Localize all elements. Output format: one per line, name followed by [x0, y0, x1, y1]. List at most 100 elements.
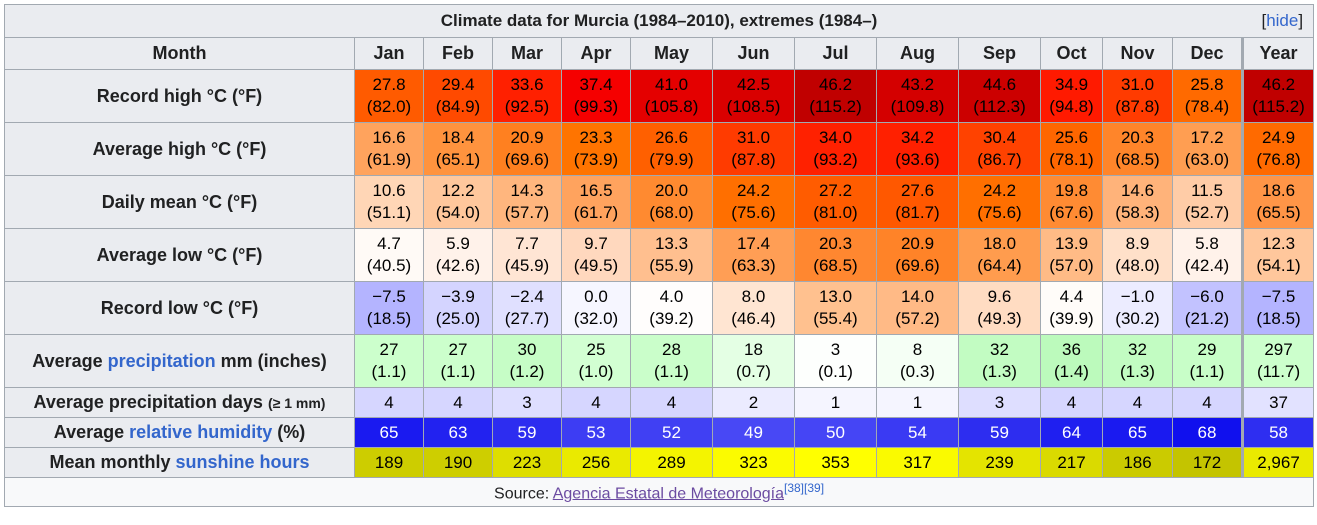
- cell-secondary-value: (18.5): [1256, 309, 1301, 328]
- cell-record-high-dec: 25.8 (78.4): [1172, 69, 1243, 123]
- year-header: Year: [1240, 37, 1315, 70]
- cell-value: 20.0: [654, 181, 689, 200]
- cell-secondary-value: (39.9): [1049, 309, 1094, 328]
- row-label-text: Record low °C (°F): [100, 297, 259, 318]
- cell-value: 189: [374, 452, 404, 472]
- cell-record-high-jun: 42.5 (108.5): [712, 69, 795, 123]
- cell-average-high-may: 26.6 (79.9): [630, 122, 713, 176]
- cell-value: 1: [912, 392, 923, 412]
- cell-record-low-sep: 9.6 (49.3): [958, 281, 1041, 335]
- row-label-precipitation-days: Average precipitation days (≥ 1 mm): [4, 387, 355, 418]
- cell-secondary-value: (82.0): [366, 97, 412, 116]
- cell-value: 18.4: [441, 128, 475, 147]
- cell-average-low-dec: 5.8 (42.4): [1172, 228, 1243, 282]
- cell-secondary-value: (58.3): [1115, 203, 1160, 222]
- cell-precipitation-days-jun: 2: [712, 387, 795, 418]
- cell-record-low-apr: 0.0 (32.0): [561, 281, 631, 335]
- cell-value: 46.2: [1261, 75, 1296, 94]
- cell-secondary-value: (67.6): [1049, 203, 1094, 222]
- cell-value: 4: [666, 392, 677, 412]
- cell-secondary-value: (73.9): [573, 150, 619, 169]
- cell-value: −3.9: [441, 287, 475, 306]
- cell-record-high-nov: 31.0 (87.8): [1102, 69, 1173, 123]
- cell-value: 54: [908, 422, 927, 442]
- cell-secondary-value: (55.9): [649, 256, 694, 275]
- cell-value: 12.2: [441, 181, 475, 200]
- cell-average-low-jan: 4.7 (40.5): [354, 228, 424, 282]
- cell-sunshine-hours-jun: 323: [712, 447, 795, 478]
- cell-daily-mean-jul: 27.2 (81.0): [794, 175, 877, 229]
- row-label-relative-humidity: Average relative humidity (%): [4, 417, 355, 448]
- row-label-link[interactable]: relative humidity: [129, 422, 273, 442]
- cell-relative-humidity-aug: 54: [876, 417, 959, 448]
- cell-record-high-year: 46.2 (115.2): [1240, 69, 1315, 123]
- cell-average-high-mar: 20.9 (69.6): [492, 122, 562, 176]
- cell-sunshine-hours-aug: 317: [876, 447, 959, 478]
- cell-value: 9.6: [987, 287, 1012, 306]
- table-row-precipitation-days: Average precipitation days (≥ 1 mm) 4 4 3 4 4…: [4, 387, 1315, 418]
- cell-precipitation-may: 28 (1.1): [630, 334, 713, 388]
- cell-secondary-value: (1.0): [578, 362, 614, 381]
- source-references[interactable]: [38][39]: [784, 480, 825, 495]
- cell-secondary-value: (42.4): [1184, 256, 1230, 275]
- cell-secondary-value: (69.6): [504, 150, 550, 169]
- source-link[interactable]: Agencia Estatal de Meteorología: [552, 485, 784, 503]
- cell-average-low-mar: 7.7 (45.9): [492, 228, 562, 282]
- cell-value: 18: [744, 340, 763, 359]
- cell-precipitation-days-jan: 4: [354, 387, 424, 418]
- cell-secondary-value: (93.2): [813, 150, 858, 169]
- table-row-sunshine-hours: Mean monthly sunshine hours 189 190 223 256 2…: [4, 447, 1315, 478]
- cell-precipitation-year: 297 (11.7): [1240, 334, 1315, 388]
- cell-sunshine-hours-mar: 223: [492, 447, 562, 478]
- cell-daily-mean-mar: 14.3 (57.7): [492, 175, 562, 229]
- cell-record-high-sep: 44.6 (112.3): [958, 69, 1041, 123]
- cell-secondary-value: (49.3): [977, 309, 1022, 328]
- cell-value: 34.9: [1054, 75, 1089, 94]
- cell-precipitation-days-dec: 4: [1172, 387, 1243, 418]
- hide-link[interactable]: hide: [1266, 11, 1299, 30]
- cell-daily-mean-aug: 27.6 (81.7): [876, 175, 959, 229]
- cell-value: 16.5: [579, 181, 613, 200]
- cell-value: 32: [990, 340, 1009, 359]
- cell-value: 12.3: [1261, 234, 1296, 253]
- cell-precipitation-days-aug: 1: [876, 387, 959, 418]
- cell-secondary-value: (1.2): [509, 362, 545, 381]
- cell-value: 4: [1066, 392, 1077, 412]
- cell-average-low-jul: 20.3 (68.5): [794, 228, 877, 282]
- cell-record-low-aug: 14.0 (57.2): [876, 281, 959, 335]
- cell-relative-humidity-apr: 53: [561, 417, 631, 448]
- cell-average-high-aug: 34.2 (93.6): [876, 122, 959, 176]
- cell-value: 20.9: [510, 128, 544, 147]
- cell-secondary-value: (46.4): [731, 309, 776, 328]
- cell-secondary-value: (115.2): [1252, 97, 1305, 116]
- cell-average-low-may: 13.3 (55.9): [630, 228, 713, 282]
- row-label-link[interactable]: precipitation: [107, 350, 216, 371]
- cell-value: 20.3: [818, 234, 853, 253]
- cell-secondary-value: (51.1): [366, 203, 412, 222]
- cell-sunshine-hours-jan: 189: [354, 447, 424, 478]
- cell-value: 36: [1062, 340, 1081, 359]
- month-header-sep: Sep: [958, 37, 1041, 70]
- cell-daily-mean-sep: 24.2 (75.6): [958, 175, 1041, 229]
- cell-secondary-value: (86.7): [977, 150, 1022, 169]
- month-header-may: May: [630, 37, 713, 70]
- month-header-jan: Jan: [354, 37, 424, 70]
- cell-secondary-value: (45.9): [504, 256, 550, 275]
- cell-value: 24.9: [1261, 128, 1296, 147]
- cell-value: 27: [379, 340, 399, 359]
- cell-sunshine-hours-may: 289: [630, 447, 713, 478]
- month-header-apr: Apr: [561, 37, 631, 70]
- cell-record-low-jan: −7.5 (18.5): [354, 281, 424, 335]
- cell-relative-humidity-dec: 68: [1172, 417, 1243, 448]
- cell-value: 13.0: [818, 287, 853, 306]
- row-label-link[interactable]: sunshine hours: [175, 452, 310, 472]
- cell-daily-mean-year: 18.6 (65.5): [1240, 175, 1315, 229]
- cell-value: 37: [1269, 392, 1288, 412]
- cell-value: 18.6: [1261, 181, 1296, 200]
- cell-precipitation-days-jul: 1: [794, 387, 877, 418]
- cell-secondary-value: (42.6): [435, 256, 481, 275]
- cell-value: 29: [1197, 340, 1217, 359]
- cell-secondary-value: (32.0): [573, 309, 619, 328]
- cell-average-low-jun: 17.4 (63.3): [712, 228, 795, 282]
- row-label-text: Daily mean °C (°F): [101, 191, 258, 212]
